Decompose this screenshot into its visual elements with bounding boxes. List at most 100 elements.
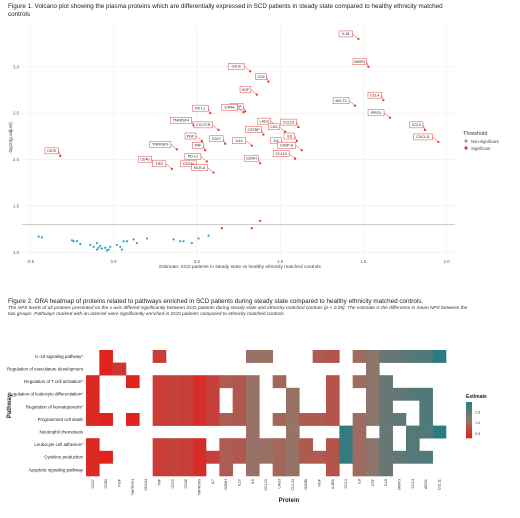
pathway-label: Regulation of leukocyte differentiation* <box>8 392 83 397</box>
heatmap-cell <box>379 387 393 401</box>
label-leader <box>195 135 203 142</box>
label-box <box>276 142 297 149</box>
heatmap-cell <box>246 463 260 477</box>
protein-label: PGF <box>118 478 122 486</box>
protein-label: CD83 <box>104 479 108 488</box>
label-leader <box>250 89 257 95</box>
legend-marker-nonsig <box>464 139 468 143</box>
point-label: MMP3 <box>355 60 365 64</box>
legend-gradient-step <box>466 410 472 412</box>
heatmap-cell <box>232 375 247 389</box>
protein-label: IL7 <box>211 479 215 484</box>
heatmap-cell <box>419 413 433 426</box>
x-tick-label: -0.5 <box>27 259 35 264</box>
point-nonsignificant <box>95 248 99 251</box>
heatmap-cell <box>152 450 167 464</box>
label-leader <box>242 106 246 112</box>
legend-title: Estimate <box>466 394 487 400</box>
point-nonsignificant <box>100 247 104 250</box>
protein-label: GZMH <box>224 479 228 490</box>
legend-gradient-step <box>466 412 472 415</box>
pathway-label: Regulation of T cell activation* <box>24 379 83 384</box>
legend-gradient-step <box>466 426 472 428</box>
point-label: IL18 <box>342 32 349 36</box>
point-nonsignificant <box>89 243 92 247</box>
protein-label: CCL11 <box>438 479 442 490</box>
point-label: GZMH <box>246 157 257 161</box>
x-tick-label: 1.0 <box>277 259 284 264</box>
heatmap-cell <box>192 387 207 401</box>
point-label: Ost B <box>232 65 242 69</box>
heatmap-cell <box>86 463 100 477</box>
label-box <box>184 153 202 160</box>
y-tick-label: 1.0 <box>13 250 20 255</box>
legend-tick-label: 1.5 <box>475 410 480 414</box>
heatmap-cell <box>392 350 407 363</box>
pathway-label: Cytokine production <box>44 455 83 460</box>
label-leader <box>257 158 261 164</box>
heatmap-cell <box>112 362 127 376</box>
heatmap-cell <box>272 375 287 389</box>
point-nonsignificant <box>172 238 175 241</box>
label-leader <box>288 153 296 159</box>
point-label: CXCL11 <box>416 135 429 139</box>
heatmap-cell <box>379 438 393 452</box>
y-tick-label: 2.5 <box>13 111 20 116</box>
point-label: NCR-A <box>194 166 206 170</box>
pathway-label: Regulation of hematopoiesis* <box>26 404 83 409</box>
point-nonsignificant <box>190 241 193 245</box>
pathway-label: Neutrophil chemotaxis <box>40 430 84 435</box>
heatmap-cell <box>366 350 380 363</box>
legend-gradient-step <box>466 402 472 404</box>
heatmap-cell <box>352 375 367 389</box>
label-box <box>221 104 238 111</box>
protein-label: TNFRSF9 <box>198 479 202 496</box>
protein-label: TNF <box>158 478 162 486</box>
heatmap-protein-labels: CD27 CD83 PGF TNFRSF4 CD244 TNF CD70 CD40 TNFRSF… <box>91 478 442 495</box>
heatmap-cell <box>272 413 287 426</box>
heatmap-pathway-labels: IL-18 signaling pathway* Regulation of va… <box>7 354 84 472</box>
heatmap-cell <box>86 375 100 389</box>
heatmap-cells <box>86 350 447 477</box>
heatmap-cell <box>326 400 340 414</box>
heatmap-cell <box>246 400 260 414</box>
heatmap-cell <box>179 413 193 426</box>
point-nonsignificant <box>197 237 200 240</box>
heatmap-cell <box>312 350 327 363</box>
heatmap-cell <box>286 450 300 464</box>
pathway-label: Apoptotic signaling pathway <box>29 467 84 472</box>
heatmap-cell <box>272 463 287 477</box>
protein-label: IL6 <box>251 479 255 484</box>
pathway-label: Leukocyte cell adhesion* <box>34 442 83 447</box>
point-label: IL4RA <box>224 106 235 110</box>
heatmap-cell <box>179 438 193 452</box>
label-box <box>170 116 192 124</box>
label-box <box>191 104 209 112</box>
x-tick-label: 0.5 <box>194 259 201 264</box>
label-box <box>272 150 290 157</box>
heatmap-cell <box>286 400 300 414</box>
heatmap-cell <box>126 413 140 426</box>
heatmap-cell <box>312 413 327 426</box>
heatmap-cell <box>419 387 433 401</box>
heatmap-cell <box>232 450 247 464</box>
point-label: PD-L2 <box>188 155 198 159</box>
point-label: CX1TCR <box>196 123 211 127</box>
protein-label: CCL4 <box>411 479 415 488</box>
legend-gradient-step <box>466 420 472 422</box>
volcano-tick-labels: -0.5 0.0 0.5 1.0 1.5 2.0 1.0 1.5 2.0 2.5 3.0 <box>13 64 450 264</box>
point-label: IL10 <box>236 139 243 143</box>
heatmap-cell <box>379 400 393 414</box>
point-nonsignificant <box>122 240 125 243</box>
heatmap-cell <box>166 463 180 477</box>
heatmap-cell <box>192 413 207 426</box>
heatmap-cell <box>366 387 380 401</box>
point-nonsignificant <box>75 240 79 243</box>
heatmap-cell <box>366 375 380 389</box>
label-leader <box>294 135 298 142</box>
point-nonsignificant <box>115 243 119 247</box>
label-box <box>184 132 197 140</box>
label-box <box>367 91 382 99</box>
point-label: CD3 <box>270 125 277 129</box>
